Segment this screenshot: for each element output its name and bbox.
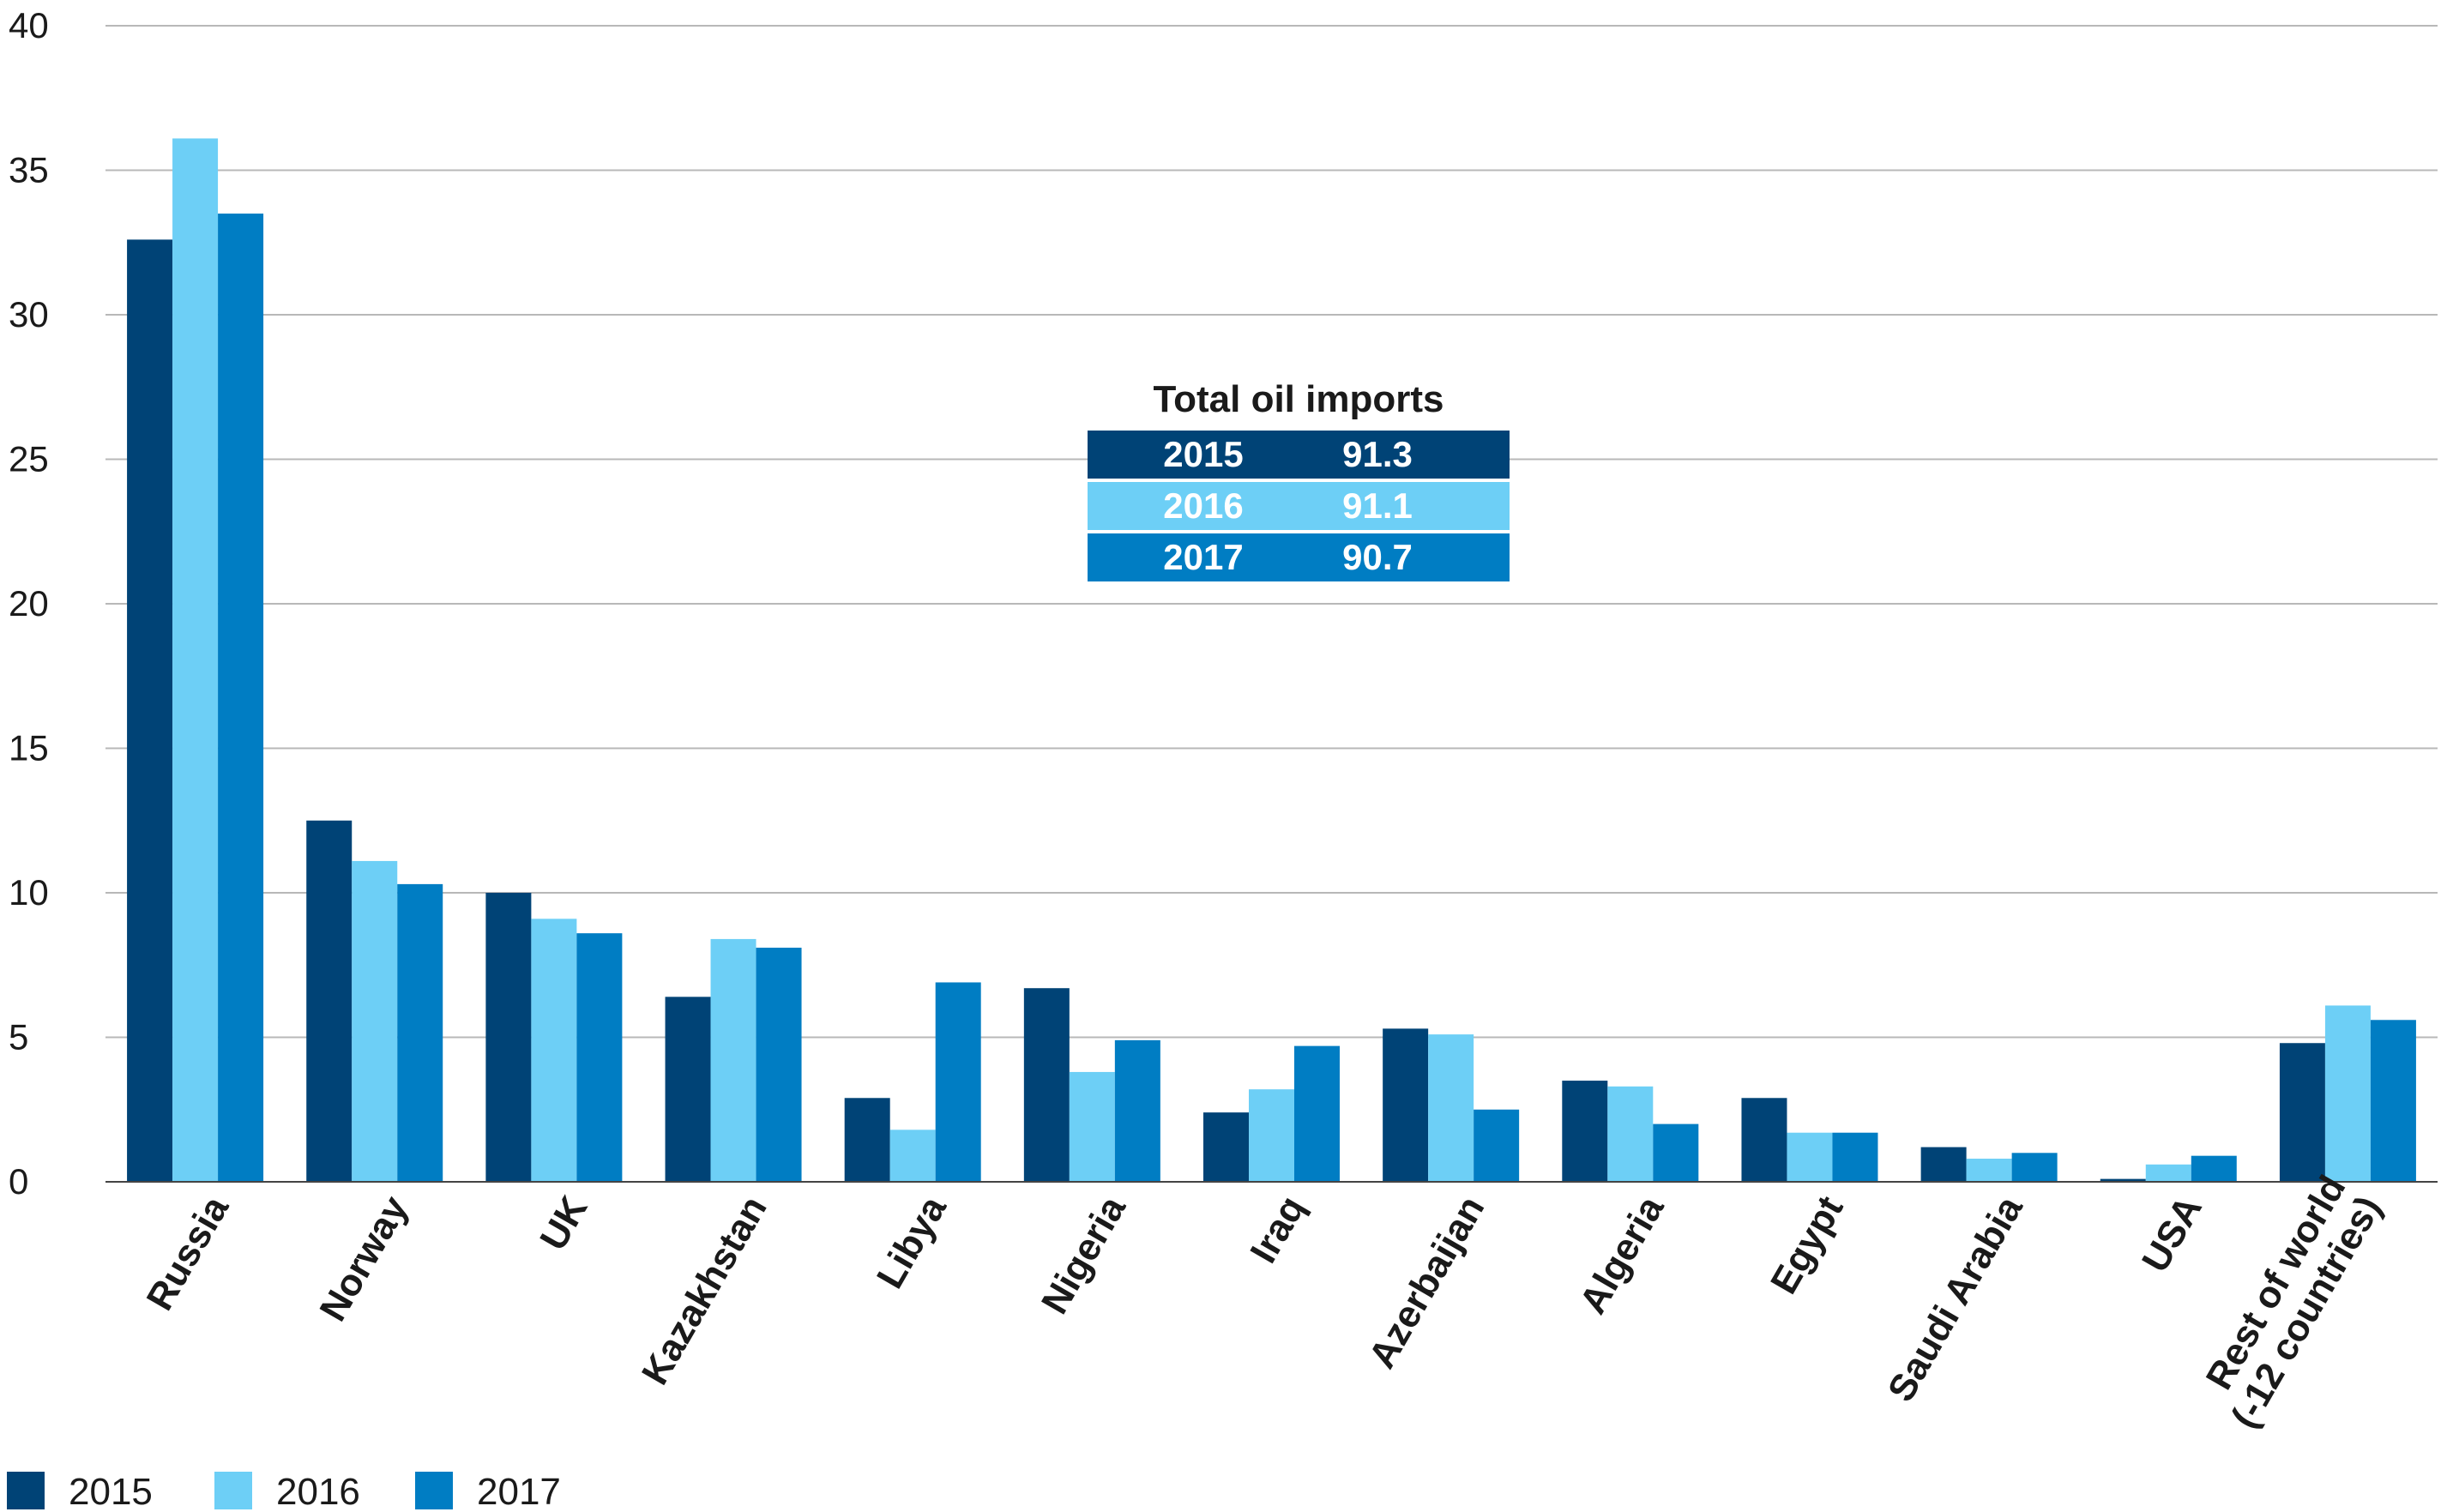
y-axis-ticks: 0 5 10 15 20 25 30 35 40 xyxy=(9,5,49,1202)
bar-algeria-2017 xyxy=(1653,1123,1699,1182)
y-tick-label-20: 20 xyxy=(9,583,49,623)
table-row-bg xyxy=(1088,431,1510,479)
table-row-2016: 2016 91.1 xyxy=(1088,482,1510,530)
bar-russia-2015 xyxy=(127,239,173,1182)
bar-nigeria-2016 xyxy=(1069,1071,1115,1182)
bars xyxy=(127,138,2416,1183)
y-tick-label-35: 35 xyxy=(9,150,49,190)
legend: 2015 2016 2017 xyxy=(7,1471,561,1512)
bar-azerbaijan-2017 xyxy=(1474,1109,1520,1182)
legend-label-2016: 2016 xyxy=(276,1471,360,1512)
x-tick-label-saudi-arabia: Saudi Arabia xyxy=(1880,1189,2031,1408)
x-tick-label-iraq: Iraq xyxy=(1242,1190,1313,1270)
y-tick-label-15: 15 xyxy=(9,728,49,768)
x-tick-label-algeria: Algeria xyxy=(1571,1189,1672,1321)
gridlines xyxy=(105,25,2438,1039)
bar-rest-of-world-12-countries-2017 xyxy=(2370,1020,2416,1182)
bar-uk-2017 xyxy=(576,933,623,1182)
legend-item-2015: 2015 xyxy=(7,1471,153,1512)
x-tick-label-rest-of-world-12-countries: Rest of world(-12 countries) xyxy=(2187,1169,2390,1436)
bar-iraq-2016 xyxy=(1249,1089,1294,1182)
bar-iraq-2017 xyxy=(1294,1045,1340,1182)
y-tick-label-10: 10 xyxy=(9,872,49,913)
y-tick-label-30: 30 xyxy=(9,294,49,334)
bar-usa-2017 xyxy=(2191,1155,2237,1182)
bar-uk-2015 xyxy=(485,893,532,1182)
x-tick-label-azerbaijan: Azerbaijan xyxy=(1361,1190,1493,1376)
x-tick-label-kazakhstan: Kazakhstan xyxy=(634,1190,775,1392)
x-tick-label-usa: USA xyxy=(2134,1190,2210,1280)
y-tick-label-0: 0 xyxy=(9,1161,28,1202)
bar-egypt-2016 xyxy=(1787,1132,1833,1182)
y-tick-label-40: 40 xyxy=(9,5,49,45)
bar-kazakhstan-2016 xyxy=(710,938,756,1182)
table-value: 91.3 xyxy=(1342,434,1413,474)
bar-algeria-2016 xyxy=(1607,1086,1654,1182)
bar-azerbaijan-2015 xyxy=(1383,1028,1429,1182)
bar-azerbaijan-2016 xyxy=(1428,1034,1474,1182)
bar-russia-2017 xyxy=(218,214,264,1182)
x-tick-label-libya: Libya xyxy=(869,1189,955,1295)
bar-rest-of-world-12-countries-2015 xyxy=(2279,1043,2325,1182)
legend-label-2015: 2015 xyxy=(69,1471,153,1512)
table-row-2017: 2017 90.7 xyxy=(1088,533,1510,581)
total-oil-imports-table: Total oil imports 2015 91.3 2016 91.1 2017 90.… xyxy=(1088,378,1510,581)
bar-nigeria-2017 xyxy=(1114,1039,1160,1182)
y-tick-label-25: 25 xyxy=(9,439,49,479)
table-year: 2015 xyxy=(1163,434,1243,474)
bar-saudi-arabia-2015 xyxy=(1920,1147,1967,1182)
bar-saudi-arabia-2016 xyxy=(1966,1159,2012,1182)
x-tick-label-egypt: Egypt xyxy=(1763,1189,1852,1301)
bar-norway-2015 xyxy=(306,820,353,1182)
x-tick-label-nigeria: Nigeria xyxy=(1034,1189,1134,1321)
bar-norway-2017 xyxy=(397,883,443,1182)
bar-iraq-2015 xyxy=(1203,1112,1249,1182)
bar-egypt-2017 xyxy=(1832,1132,1878,1182)
bar-kazakhstan-2015 xyxy=(665,997,711,1182)
y-tick-label-5: 5 xyxy=(9,1017,28,1057)
legend-swatch-2016 xyxy=(214,1472,252,1509)
bar-nigeria-2015 xyxy=(1023,988,1070,1182)
bar-libya-2016 xyxy=(889,1129,936,1182)
x-tick-label-russia: Russia xyxy=(139,1189,238,1317)
x-tick-label-uk: UK xyxy=(532,1189,595,1257)
table-title: Total oil imports xyxy=(1154,378,1444,420)
bar-libya-2015 xyxy=(844,1098,890,1182)
x-tick-label-norway: Norway xyxy=(311,1189,416,1328)
x-axis-labels: Russia Norway UK Kazakhstan Libya Nigeria Iraq… xyxy=(139,1169,2390,1436)
bar-russia-2016 xyxy=(172,138,219,1183)
bar-usa-2015 xyxy=(2100,1178,2146,1182)
bar-egypt-2015 xyxy=(1741,1098,1787,1182)
bar-norway-2016 xyxy=(352,860,398,1182)
table-row-2015: 2015 91.3 xyxy=(1088,431,1510,479)
table-year: 2016 xyxy=(1163,485,1243,526)
table-value: 90.7 xyxy=(1342,537,1413,577)
bar-kazakhstan-2017 xyxy=(756,948,802,1182)
bar-uk-2016 xyxy=(531,919,577,1182)
legend-item-2016: 2016 xyxy=(214,1471,360,1512)
legend-item-2017: 2017 xyxy=(415,1471,561,1512)
bar-saudi-arabia-2017 xyxy=(2011,1153,2058,1182)
table-value: 91.1 xyxy=(1342,485,1413,526)
legend-label-2017: 2017 xyxy=(477,1471,561,1512)
table-year: 2017 xyxy=(1163,537,1243,577)
table-row-bg xyxy=(1088,533,1510,581)
bar-rest-of-world-12-countries-2016 xyxy=(2324,1005,2371,1182)
bar-usa-2016 xyxy=(2145,1164,2191,1182)
bar-libya-2017 xyxy=(935,982,981,1182)
bar-algeria-2015 xyxy=(1562,1081,1608,1182)
legend-swatch-2017 xyxy=(415,1472,453,1509)
legend-swatch-2015 xyxy=(7,1472,45,1509)
table-row-bg xyxy=(1088,482,1510,530)
